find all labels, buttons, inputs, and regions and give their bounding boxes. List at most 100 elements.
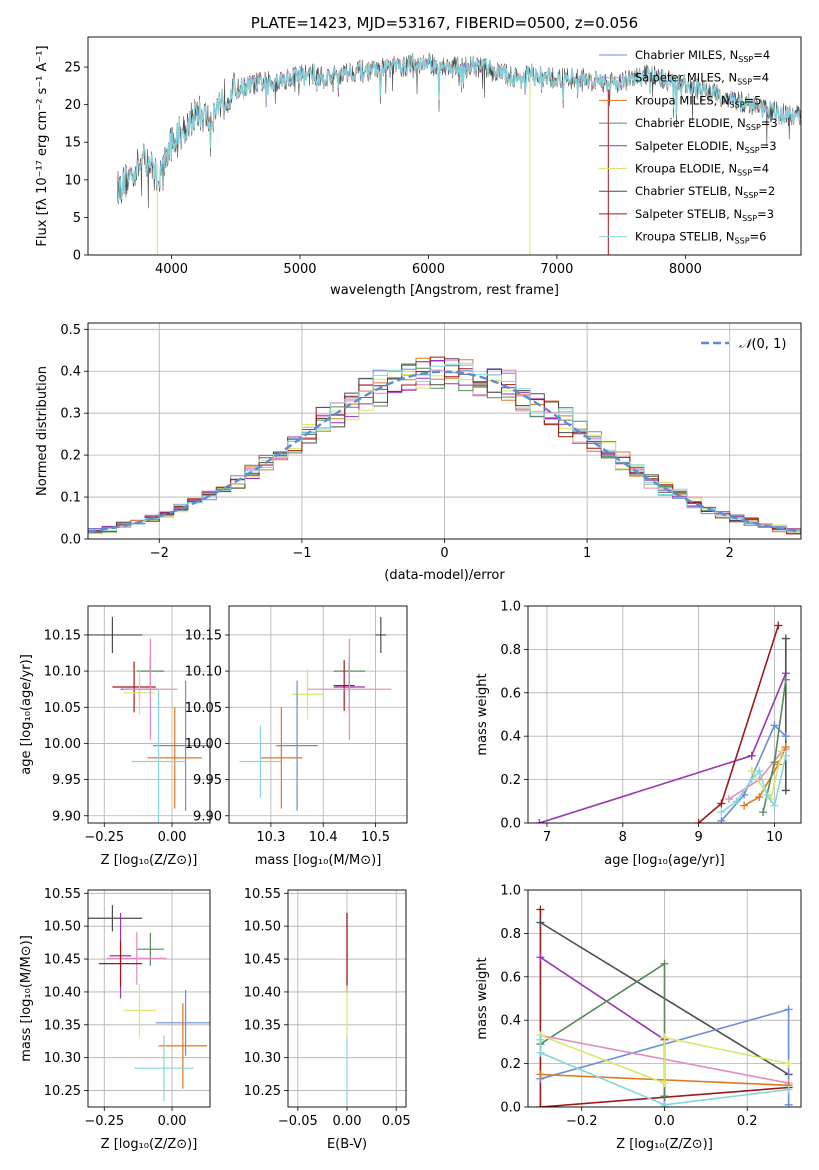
weight-marker-chabrier-stelib xyxy=(536,918,545,927)
y-tick-label: 0.4 xyxy=(60,365,81,380)
y-tick-label: 9.90 xyxy=(193,809,222,824)
x-tick-label: 8000 xyxy=(669,262,702,277)
weight-marker-kroupa-miles xyxy=(755,792,764,801)
y-tick-label: 10 xyxy=(64,173,81,188)
weight-marker-kroupa-elodie xyxy=(747,766,756,775)
legend-label-subscript: SSP xyxy=(738,55,753,64)
weight-vs-age-panel: 7 8 9 10 0.0 0.2 0.4 0.6 0.8 1.0 age [log₁₀(age/yr… xyxy=(475,600,802,868)
legend-label: 𝒩(0, 1) xyxy=(739,337,786,352)
plot-area xyxy=(88,616,210,823)
x-tick-label: 8 xyxy=(619,830,627,845)
y-tick-label: 0.0 xyxy=(500,1101,521,1116)
y-tick-label: 10.35 xyxy=(244,1018,281,1033)
plot-area xyxy=(536,905,793,1107)
legend-label-tail: =4 xyxy=(753,48,770,62)
axes-frame xyxy=(527,889,802,1108)
weight-line-kroupa-elodie xyxy=(540,1034,789,1085)
y-axis-label: mass [log₁₀(M/M⊙)] xyxy=(19,935,34,1062)
x-tick-label: −0.05 xyxy=(278,1114,318,1129)
x-axis-label: E(B-V) xyxy=(327,1137,367,1152)
x-tick-label: 0.2 xyxy=(737,1114,758,1129)
weight-marker-kroupa-stelib xyxy=(770,801,779,810)
axes-frame xyxy=(87,322,802,540)
weight-marker-chabrier-miles xyxy=(784,1005,793,1014)
x-tick-label: 5000 xyxy=(283,262,316,277)
y-tick-label: 0.6 xyxy=(500,686,521,701)
legend-label-base: Salpeter STELIB, N xyxy=(635,207,742,221)
y-tick-label: 9.95 xyxy=(52,773,81,788)
residuals-histogram-panel: −2 −1 0 1 2 0.0 0.1 0.2 0.3 0.4 0.5 (data-model)/er… xyxy=(35,322,802,583)
y-tick-label: 10.25 xyxy=(44,1084,81,1099)
x-tick-label: 0.00 xyxy=(158,830,187,845)
x-tick-label: −0.25 xyxy=(84,1114,124,1129)
y-tick-label: 10.05 xyxy=(44,701,81,716)
x-axis-label: Z [log₁₀(Z/Z⊙)] xyxy=(101,1137,198,1152)
age-vs-metallicity-panel: −0.25 0.00 9.90 9.95 10.00 10.05 10.10 10.15 Z [… xyxy=(19,605,211,868)
x-tick-label: −1 xyxy=(292,546,311,561)
x-tick-label: −0.25 xyxy=(84,830,124,845)
y-tick-label: 0.4 xyxy=(500,730,521,745)
weight-marker-kroupa-stelib xyxy=(784,1085,793,1094)
axes-frame xyxy=(287,889,407,1108)
plot-area xyxy=(88,905,210,1102)
y-tick-label: 10.55 xyxy=(244,887,281,902)
legend-label-base: Kroupa ELODIE, N xyxy=(635,162,737,176)
x-tick-label: 10 xyxy=(766,830,783,845)
y-tick-label: 10.40 xyxy=(44,985,81,1000)
y-tick-label: 10.00 xyxy=(185,737,222,752)
weight-marker-chabrier-miles xyxy=(781,732,790,741)
x-tick-label: 7000 xyxy=(540,262,573,277)
weight-marker-salpeter-stelib xyxy=(536,1103,545,1107)
y-tick-label: 25 xyxy=(64,61,81,76)
weight-marker-kroupa-stelib xyxy=(781,751,790,760)
weight-marker-kroupa-elodie xyxy=(784,1059,793,1068)
y-tick-label: 10.40 xyxy=(244,985,281,1000)
y-tick-label: 10.15 xyxy=(44,628,81,643)
y-tick-label: 15 xyxy=(64,136,81,151)
legend-label-tail: =3 xyxy=(761,116,778,130)
weight-marker-chabrier-miles xyxy=(770,721,779,730)
weight-marker-salpeter-miles xyxy=(724,795,733,804)
legend-label-tail: =3 xyxy=(760,139,777,153)
legend-label: Kroupa ELODIE, NSSP=4 xyxy=(635,162,769,178)
weight-marker-kroupa-stelib xyxy=(660,1100,669,1107)
y-tick-label: 0.3 xyxy=(60,407,81,422)
mass-vs-reddening-panel: −0.05 0.00 0.05 10.25 10.30 10.35 10.40 10.45 10… xyxy=(244,887,411,1152)
x-tick-label: 2 xyxy=(726,546,734,561)
legend-label: Chabrier MILES, NSSP=4 xyxy=(635,48,770,64)
age-vs-mass-panel: 10.3 10.4 10.5 9.90 9.95 10.00 10.05 10.10 10.15… xyxy=(185,605,408,868)
weight-line-kroupa-stelib xyxy=(539,1039,789,1106)
weight-marker-kroupa-elodie xyxy=(660,1079,669,1088)
weight-marker-salpeter-stelib xyxy=(694,819,703,823)
legend-label-base: Chabrier STELIB, N xyxy=(635,184,743,198)
weight-marker-salpeter-stelib xyxy=(717,799,726,808)
weight-marker-chabrier-miles xyxy=(784,1100,793,1107)
legend-label: Chabrier STELIB, NSSP=2 xyxy=(635,184,775,200)
x-axis-label: Z [log₁₀(Z/Z⊙)] xyxy=(616,1137,713,1152)
weight-marker-kroupa-miles xyxy=(781,743,790,752)
plot-area xyxy=(88,356,801,535)
y-tick-label: 10.05 xyxy=(185,701,222,716)
axes-frame xyxy=(87,36,802,256)
weight-line-salpeter-stelib xyxy=(539,909,789,1107)
x-tick-label: −0.2 xyxy=(566,1114,598,1129)
x-tick-label: 4000 xyxy=(155,262,188,277)
weight-marker-chabrier-elodie xyxy=(759,808,768,817)
weight-marker-chabrier-stelib xyxy=(781,634,790,643)
y-tick-label: 10.15 xyxy=(185,628,222,643)
y-tick-label: 0.8 xyxy=(500,927,521,942)
y-tick-label: 10.50 xyxy=(44,920,81,935)
y-axis-label: age [log₁₀(age/yr)] xyxy=(19,654,34,775)
y-tick-label: 20 xyxy=(64,98,81,113)
y-tick-label: 10.45 xyxy=(244,953,281,968)
y-tick-label: 10.35 xyxy=(44,1018,81,1033)
y-tick-label: 0.0 xyxy=(60,533,81,548)
y-tick-label: 10.25 xyxy=(244,1084,281,1099)
legend-label-tail: =5 xyxy=(745,93,762,107)
weight-marker-kroupa-stelib xyxy=(747,775,756,784)
legend-label: Salpeter STELIB, NSSP=3 xyxy=(635,207,774,223)
weight-marker-salpeter-elodie xyxy=(747,751,756,760)
weight-marker-chabrier-elodie xyxy=(781,675,790,684)
y-tick-label: 5 xyxy=(73,211,81,226)
